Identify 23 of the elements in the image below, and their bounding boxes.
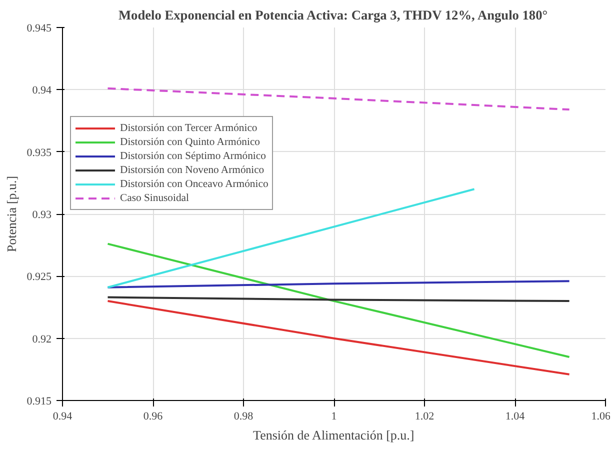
x-tick-label: 0.94 <box>52 410 73 422</box>
legend-label: Caso Sinusoidal <box>120 192 189 205</box>
legend-label: Distorsión con Séptimo Armónico <box>120 150 266 163</box>
legend-label: Distorsión con Onceavo Armónico <box>120 178 268 191</box>
legend-label: Distorsión con Noveno Armónico <box>120 164 264 177</box>
legend-label: Distorsión con Tercer Armónico <box>120 122 258 135</box>
x-axis-title: Tensión de Alimentación [p.u.] <box>253 428 414 442</box>
x-tick-label: 1 <box>331 410 337 422</box>
legend-label: Distorsión con Quinto Armónico <box>120 136 260 149</box>
y-tick-label: 0.93 <box>32 209 52 221</box>
y-axis-title: Potencia [p.u.] <box>4 176 19 252</box>
y-tick-label: 0.925 <box>26 271 52 284</box>
x-tick-label: 0.96 <box>143 410 164 422</box>
x-tick-label: 1.06 <box>591 410 611 422</box>
y-tick-label: 0.92 <box>32 333 52 346</box>
x-tick-label: 1.04 <box>505 410 526 422</box>
y-tick-label: 0.945 <box>26 22 52 34</box>
x-tick-label: 0.98 <box>234 410 254 422</box>
y-tick-label: 0.915 <box>26 396 52 408</box>
x-tick-label: 1.02 <box>414 410 434 422</box>
chart-title: Modelo Exponencial en Potencia Activa: Carga 3, THDV 12%, Angulo 180° <box>118 8 548 22</box>
y-tick-label: 0.935 <box>26 146 52 159</box>
y-tick-label: 0.94 <box>32 84 52 97</box>
